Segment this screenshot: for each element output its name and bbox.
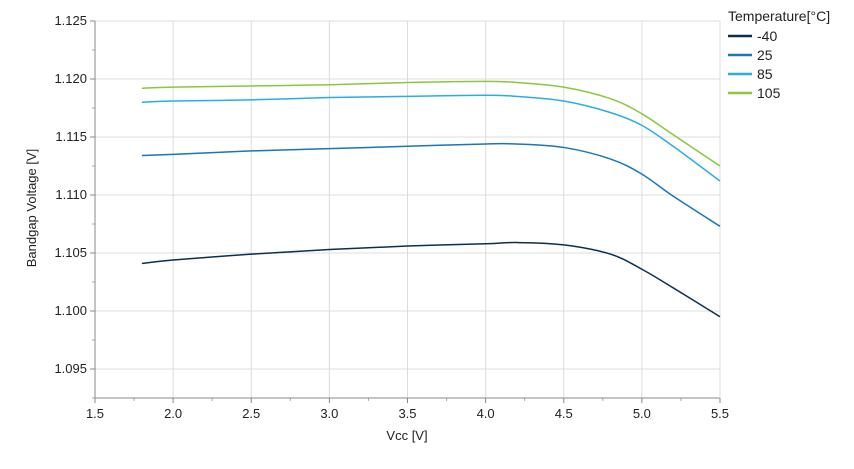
series-line--40 — [141, 241, 721, 318]
y-tick-label: 1.115 — [55, 129, 87, 144]
series-line-105 — [141, 80, 721, 167]
y-tick-label: 1.100 — [54, 303, 87, 318]
x-tick-label: 5.0 — [633, 406, 651, 421]
legend-title: Temperature[°C] — [728, 8, 830, 24]
series-lines — [141, 80, 721, 318]
axes — [90, 20, 721, 403]
x-tick-label: 2.5 — [242, 406, 260, 421]
x-tick-label: 4.5 — [555, 406, 573, 421]
x-axis-label: Vcc [V] — [386, 428, 427, 443]
x-tick-labels: 1.5 2.0 2.5 3.0 3.5 4.0 4.5 5.0 5.5 — [86, 406, 729, 421]
legend: Temperature[°C] -40 25 85 105 — [728, 8, 830, 101]
legend-items: -40 25 85 105 — [728, 28, 781, 101]
legend-label--40: -40 — [757, 28, 777, 44]
x-tick-label: 3.5 — [398, 406, 416, 421]
y-tick-label: 1.105 — [54, 245, 87, 260]
x-tick-label: 5.5 — [711, 406, 729, 421]
series-line-85 — [141, 94, 721, 182]
series-line-25 — [141, 142, 721, 227]
y-tick-labels: 1.095 1.100 1.105 1.110 1.115 1.120 1.125 — [54, 13, 87, 376]
legend-label-105: 105 — [757, 85, 781, 101]
y-tick-label: 1.120 — [54, 71, 87, 86]
y-tick-label: 1.095 — [54, 361, 87, 376]
y-tick-label: 1.125 — [54, 13, 87, 28]
x-tick-label: 2.0 — [164, 406, 182, 421]
x-tick-label: 4.0 — [477, 406, 495, 421]
x-tick-label: 3.0 — [320, 406, 338, 421]
grid — [94, 20, 721, 398]
legend-label-25: 25 — [757, 47, 773, 63]
y-axis-label: Bandgap Voltage [V] — [24, 149, 39, 268]
x-tick-label: 1.5 — [86, 406, 104, 421]
y-tick-label: 1.110 — [55, 187, 87, 202]
legend-label-85: 85 — [757, 66, 773, 82]
